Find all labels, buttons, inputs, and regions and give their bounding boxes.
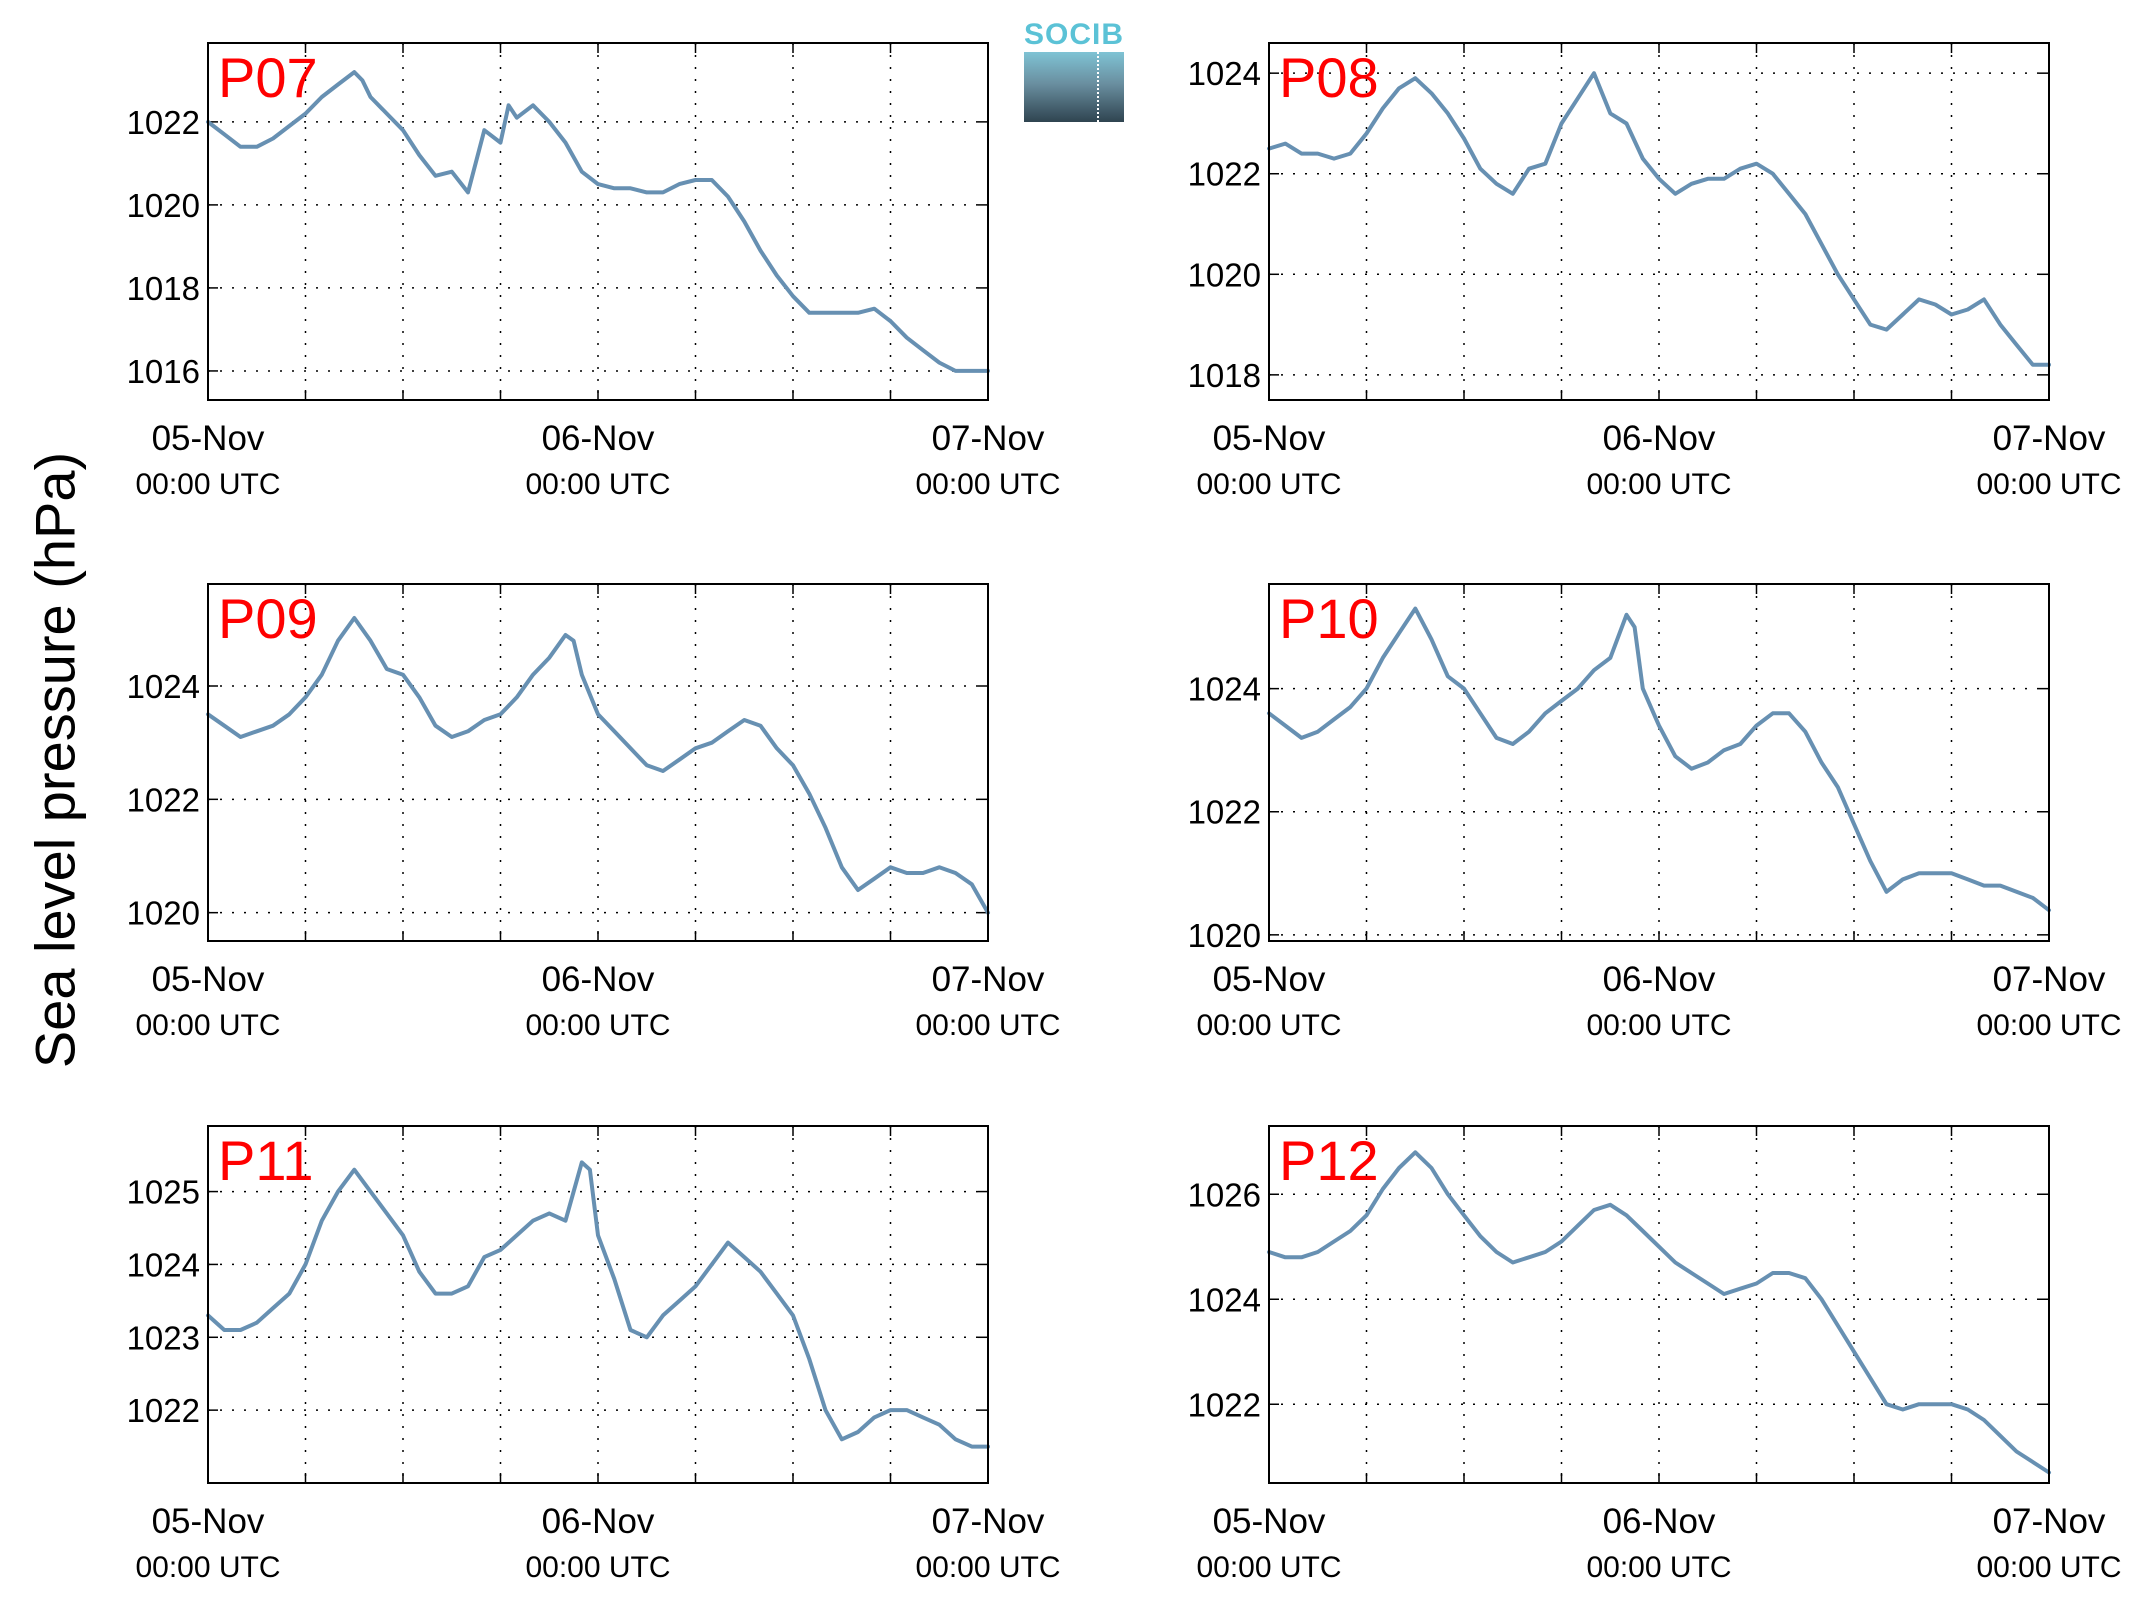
- y-tick-label: 1022: [127, 1392, 200, 1429]
- plot-frame: [1268, 42, 2050, 401]
- y-tick-label: 1022: [127, 104, 200, 141]
- panel-p10: 1020 1022 1024 P10 05-Nov 00:00 UTC 06-Nov 00:0…: [1188, 583, 2122, 1042]
- y-tick-label: 1025: [127, 1174, 200, 1211]
- y-tick-label: 1016: [127, 353, 200, 390]
- panel-label-p12: P12: [1279, 1129, 1379, 1192]
- panel-label-p10: P10: [1279, 587, 1379, 650]
- y-tick-label: 1022: [1188, 1386, 1261, 1423]
- x-tick-label-date: 06-Nov: [542, 1502, 655, 1541]
- x-tick-label-date: 07-Nov: [1993, 960, 2106, 999]
- logo-graphic: [1024, 52, 1124, 122]
- logo-dotted-line: [1097, 52, 1099, 122]
- x-tick-label-time: 00:00 UTC: [525, 1009, 670, 1042]
- x-tick-label-time: 00:00 UTC: [915, 1551, 1060, 1584]
- plot-frame: [207, 1125, 989, 1484]
- panel-label-p07: P07: [218, 46, 318, 109]
- panel-label-p09: P09: [218, 587, 318, 650]
- x-tick-label-time: 00:00 UTC: [1976, 468, 2121, 501]
- x-tick-label-time: 00:00 UTC: [1586, 1009, 1731, 1042]
- panel-label-p08: P08: [1279, 46, 1379, 109]
- y-tick-label: 1020: [127, 895, 200, 932]
- x-tick-label-date: 07-Nov: [1993, 419, 2106, 458]
- x-tick-label-date: 06-Nov: [542, 419, 655, 458]
- y-tick-label: 1022: [1188, 156, 1261, 193]
- x-tick-label-date: 07-Nov: [932, 1502, 1045, 1541]
- x-tick-label-date: 06-Nov: [1603, 1502, 1716, 1541]
- y-tick-label: 1026: [1188, 1176, 1261, 1213]
- x-tick-label-time: 00:00 UTC: [525, 468, 670, 501]
- y-tick-label: 1024: [127, 668, 200, 705]
- x-tick-label-date: 07-Nov: [932, 419, 1045, 458]
- y-tick-label: 1024: [127, 1246, 200, 1283]
- x-tick-label-date: 05-Nov: [1213, 419, 1326, 458]
- plot-frame: [207, 583, 989, 942]
- series-line-p09: [206, 616, 990, 915]
- plot-frame: [1268, 1125, 2050, 1484]
- x-tick-label-date: 07-Nov: [1993, 1502, 2106, 1541]
- x-tick-label-time: 00:00 UTC: [1196, 1551, 1341, 1584]
- x-tick-label-date: 06-Nov: [1603, 960, 1716, 999]
- socib-logo: SOCIB: [1024, 18, 1124, 122]
- x-tick-label-date: 05-Nov: [1213, 960, 1326, 999]
- plot-frame: [1268, 583, 2050, 942]
- x-tick-label-time: 00:00 UTC: [135, 1009, 280, 1042]
- x-tick-label-time: 00:00 UTC: [915, 1009, 1060, 1042]
- y-tick-label: 1018: [1188, 357, 1261, 394]
- x-tick-label-date: 05-Nov: [1213, 1502, 1326, 1541]
- x-tick-label-date: 06-Nov: [542, 960, 655, 999]
- y-tick-label: 1020: [1188, 256, 1261, 293]
- y-tick-label: 1020: [1188, 917, 1261, 954]
- x-tick-label-time: 00:00 UTC: [1196, 1009, 1341, 1042]
- x-tick-label-time: 00:00 UTC: [915, 468, 1060, 501]
- x-tick-label-date: 05-Nov: [152, 1502, 265, 1541]
- x-tick-label-time: 00:00 UTC: [135, 468, 280, 501]
- x-tick-label-time: 00:00 UTC: [1586, 1551, 1731, 1584]
- panel-p12: 1022 1024 1026 P12 05-Nov 00:00 UTC 06-Nov 00:0…: [1188, 1125, 2122, 1584]
- y-tick-label: 1023: [127, 1319, 200, 1356]
- y-tick-label: 1020: [127, 187, 200, 224]
- panel-label-p11: P11: [218, 1129, 313, 1192]
- panel-p11: 1022 1023 1024 1025 P11 05-Nov 00:00 UTC 06-Nov…: [127, 1125, 1061, 1584]
- y-tick-label: 1022: [127, 781, 200, 818]
- series-line-p07: [206, 70, 990, 373]
- x-tick-label-time: 00:00 UTC: [135, 1551, 280, 1584]
- y-tick-label: 1018: [127, 270, 200, 307]
- plot-frame: [207, 42, 989, 401]
- series-line-p08: [1267, 71, 2051, 367]
- x-tick-label-time: 00:00 UTC: [1976, 1551, 2121, 1584]
- panel-p08: 1018 1020 1022 1024 P08 05-Nov 00:00 UTC 06-Nov…: [1188, 42, 2122, 501]
- panel-p09: 1020 1022 1024 P09 05-Nov 00:00 UTC 06-Nov 00:0…: [127, 583, 1061, 1042]
- x-tick-label-time: 00:00 UTC: [1586, 468, 1731, 501]
- x-tick-label-time: 00:00 UTC: [1976, 1009, 2121, 1042]
- x-tick-label-time: 00:00 UTC: [525, 1551, 670, 1584]
- x-tick-label-date: 05-Nov: [152, 419, 265, 458]
- y-tick-label: 1024: [1188, 55, 1261, 92]
- logo-text: SOCIB: [1024, 18, 1125, 51]
- series-line-p11: [206, 1160, 990, 1449]
- series-line-p10: [1267, 606, 2051, 913]
- x-tick-label-date: 05-Nov: [152, 960, 265, 999]
- y-tick-label: 1022: [1188, 794, 1261, 831]
- x-tick-label-date: 06-Nov: [1603, 419, 1716, 458]
- panel-p07: 1016 1018 1020 1022 P07 05-Nov 00:00 UTC 06-Nov…: [127, 42, 1061, 501]
- x-tick-label-time: 00:00 UTC: [1196, 468, 1341, 501]
- series-line-p12: [1267, 1150, 2051, 1475]
- y-tick-label: 1024: [1188, 1281, 1261, 1318]
- x-tick-label-date: 07-Nov: [932, 960, 1045, 999]
- y-tick-label: 1024: [1188, 671, 1261, 708]
